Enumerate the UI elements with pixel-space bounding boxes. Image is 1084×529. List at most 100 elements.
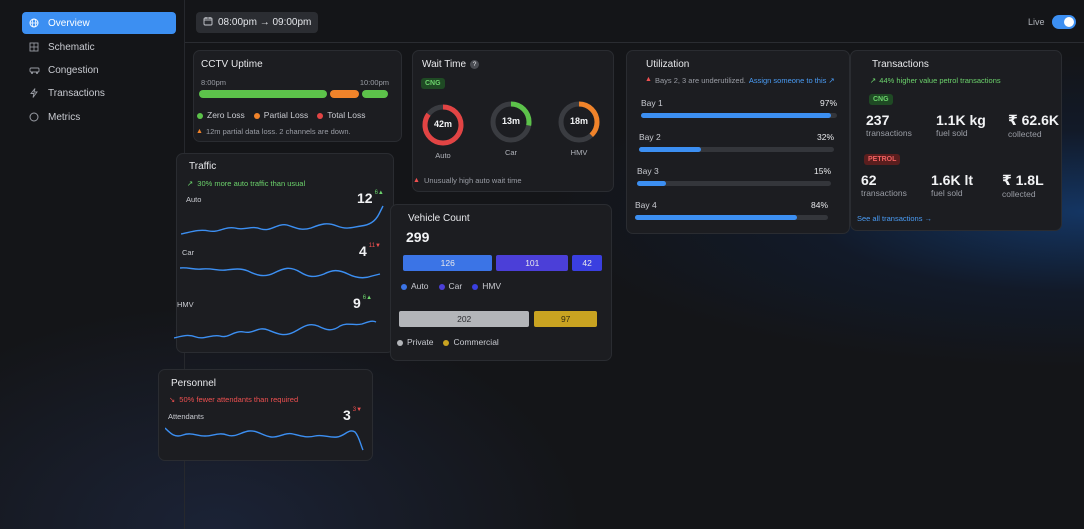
bar-segment-private: 202 [399, 311, 530, 327]
delta-up: 6▲ [362, 295, 373, 301]
sidebar-item-transactions[interactable]: Transactions [22, 82, 176, 104]
bay-percent: 84% [810, 200, 828, 210]
bar-segment-auto: 126 [403, 255, 493, 271]
legend-car: Car [438, 281, 462, 291]
trend-up-icon: ↗ [870, 76, 877, 85]
attendants-sparkline [165, 427, 364, 451]
grid-icon [28, 41, 40, 53]
sidebar-item-congestion[interactable]: Congestion [22, 59, 176, 81]
bay-bar-track [639, 147, 834, 152]
bay-row: Bay 2 32% [639, 129, 834, 159]
bay-list: Bay 1 97% Bay 2 32% Bay 3 15% Bay 4 84% [627, 95, 851, 225]
cctv-uptime-bar [199, 90, 391, 98]
sidebar-item-label: Schematic [48, 41, 95, 53]
sidebar-item-label: Overview [48, 17, 90, 29]
cng-collected-stat: ₹ 62.6K collected [1008, 112, 1059, 139]
gauge-hmv [558, 101, 600, 143]
bay-label: Bay 4 [635, 200, 657, 210]
help-icon[interactable]: ? [470, 60, 480, 69]
attendants-value: 3 3▼ [343, 407, 363, 423]
traffic-label-auto: Auto [186, 195, 202, 204]
bay-bar-fill [639, 147, 702, 152]
cctv-segment-partial [329, 90, 360, 98]
cctv-legend: Zero Loss Partial Loss Total Loss [197, 110, 366, 120]
arrow-right-icon: → [924, 214, 933, 223]
petrol-collected-stat: ₹ 1.8L collected [1002, 172, 1044, 199]
live-toggle[interactable] [1052, 15, 1076, 29]
cctv-start-time: 8:00pm [201, 78, 227, 87]
personnel-card: Personnel ↘ 50% fewer attendants than re… [158, 369, 373, 461]
sidebar: Overview Schematic Congestion Transactio… [0, 0, 185, 529]
bay-label: Bay 2 [639, 132, 661, 142]
card-title: Transactions [872, 59, 929, 70]
sidebar-item-label: Metrics [48, 111, 81, 123]
sidebar-item-metrics[interactable]: Metrics [22, 106, 176, 128]
bay-row: Bay 1 97% [641, 95, 837, 125]
traffic-sparkline-auto [181, 205, 384, 235]
delta-down: 3▼ [352, 407, 363, 413]
bay-percent: 32% [816, 132, 834, 142]
delta-up: 6▲ [374, 190, 384, 196]
delta-down: 11▼ [368, 243, 381, 249]
cctv-end-time: 10:00pm [359, 78, 389, 87]
bay-percent: 15% [813, 166, 831, 176]
bay-bar-track [637, 181, 831, 186]
legend-partial-loss: Partial Loss [253, 110, 308, 120]
card-title: Traffic [189, 161, 217, 172]
cng-transactions-stat: 237 transactions [866, 112, 912, 138]
time-range-label: 08:00pm → 09:00pm [218, 17, 312, 28]
cctv-uptime-card: CCTV Uptime 8:00pm 10:00pm Zero Loss Par… [193, 50, 402, 142]
see-all-transactions-link[interactable]: See all transactions → [857, 214, 933, 223]
sidebar-item-schematic[interactable]: Schematic [22, 36, 176, 58]
alert-icon: ▲ [645, 76, 652, 83]
petrol-fuel-stat: 1.6K lt fuel sold [931, 172, 974, 198]
fuel-badge-cng: CNG [421, 78, 445, 89]
car-icon [28, 64, 40, 76]
petrol-transactions-stat: 62 transactions [861, 172, 907, 198]
card-title: Personnel [171, 378, 217, 389]
alert-icon: ▲ [413, 177, 420, 184]
bay-row: Bay 3 15% [637, 163, 831, 193]
vehicle-usage-legend: Private Commercial [397, 337, 499, 347]
bolt-icon [28, 87, 40, 99]
sidebar-item-overview[interactable]: Overview [22, 12, 176, 34]
vehicle-type-bar: 126 101 42 [403, 255, 603, 271]
utilization-alert: ▲ Bays 2, 3 are underutilized. Assign so… [645, 76, 835, 85]
attendants-label: Attendants [168, 412, 204, 421]
traffic-value-hmv: 9 6▲ [353, 295, 373, 311]
traffic-card: Traffic ↗ 30% more auto traffic than usu… [174, 153, 394, 353]
header-divider [185, 42, 1084, 43]
card-title: Utilization [646, 59, 690, 70]
gauge-value: 13m [501, 116, 520, 126]
bar-segment-car: 101 [496, 255, 569, 271]
cctv-segment-zero [199, 90, 327, 98]
live-label: Live [1028, 17, 1045, 27]
traffic-value-car: 4 11▼ [359, 243, 381, 259]
sidebar-item-label: Transactions [48, 87, 105, 99]
card-title: Wait Time ? [422, 59, 480, 70]
traffic-value-auto: 12 6▲ [357, 190, 384, 206]
bay-bar-fill [637, 181, 667, 186]
vehicle-usage-bar: 202 97 [399, 311, 599, 327]
calendar-icon [203, 16, 213, 29]
assign-link[interactable]: Assign someone to this ↗ [748, 76, 835, 85]
globe-icon [28, 17, 40, 29]
legend-zero-loss: Zero Loss [197, 110, 245, 120]
trend-up-icon: ↗ [187, 179, 194, 188]
personnel-insight: ↘ 50% fewer attendants than required [169, 395, 299, 404]
fuel-badge-cng: CNG [869, 94, 893, 105]
traffic-label-car: Car [182, 248, 195, 257]
legend-total-loss: Total Loss [317, 110, 366, 120]
traffic-insight: ↗ 30% more auto traffic than usual [187, 179, 306, 188]
bay-bar-track [635, 215, 828, 220]
legend-private: Private [397, 337, 433, 347]
bay-bar-fill [641, 113, 832, 118]
wait-time-alert: ▲ Unusually high auto wait time [413, 176, 522, 185]
gauge-label: Auto [435, 151, 451, 160]
traffic-sparkline-car [180, 267, 381, 279]
gauge-label: HMV [570, 148, 588, 157]
gauge-label: Car [504, 148, 518, 157]
time-range-picker[interactable]: 08:00pm → 09:00pm [196, 12, 319, 33]
transactions-card: Transactions ↗ 44% higher value petrol t… [850, 50, 1062, 231]
bar-segment-hmv: 42 [572, 255, 602, 271]
